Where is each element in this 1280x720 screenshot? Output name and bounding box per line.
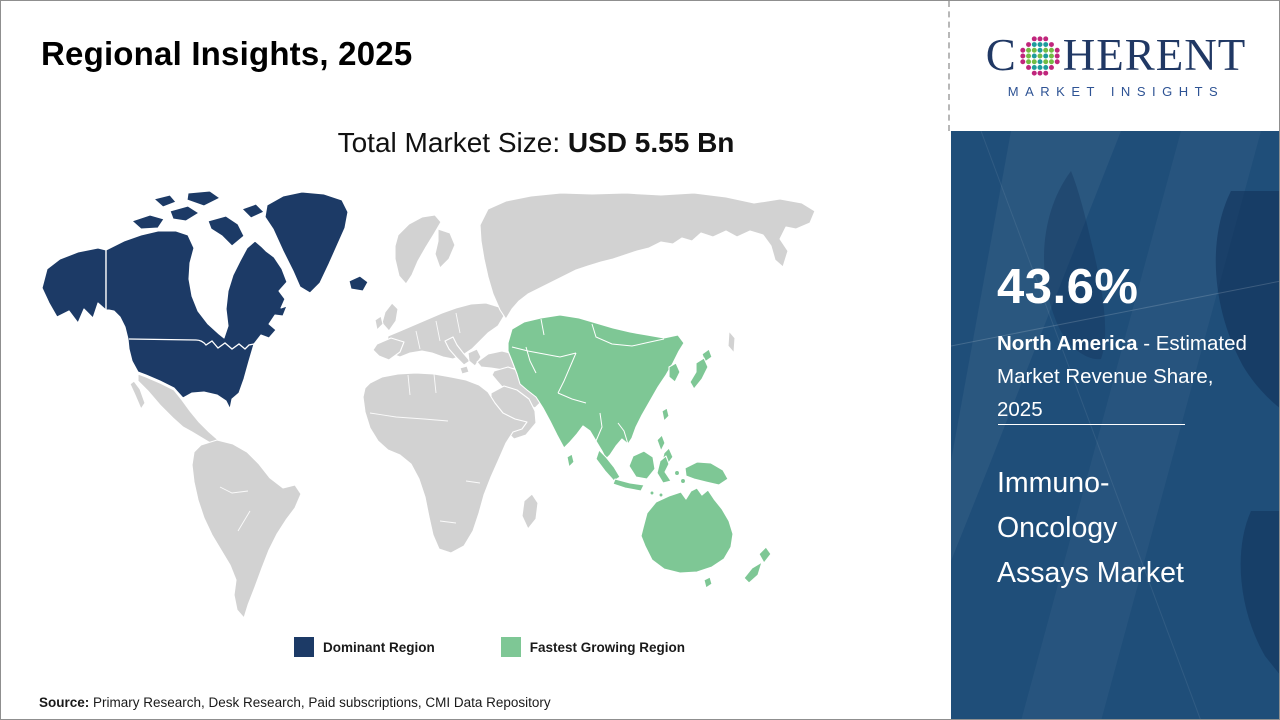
market-name: Immuno- Oncology Assays Market (997, 461, 1184, 596)
source-label: Source: (39, 695, 90, 710)
vertical-dashed-divider (948, 1, 950, 131)
legend-label-fastest-growing: Fastest Growing Region (529, 639, 686, 655)
map-country-borders-apac (511, 318, 665, 445)
market-name-line-3: Assays Market (997, 557, 1184, 589)
source-text: Primary Research, Desk Research, Paid su… (89, 695, 551, 710)
sidebar-panel: 43.6% North America - Estimated Market R… (951, 131, 1279, 719)
legend-item-dominant: Dominant Region (294, 637, 435, 657)
total-market-size-value: USD 5.55 Bn (567, 127, 735, 158)
market-name-line-2: Oncology (997, 512, 1118, 544)
brand-subtitle: MARKET INSIGHTS (1007, 84, 1225, 99)
brand-logo: C (951, 1, 1279, 131)
page-title: Regional Insights, 2025 (41, 35, 413, 72)
legend-item-fastest-growing: Fastest Growing Region (500, 637, 686, 657)
market-share-description: North America - Estimated Market Revenue… (997, 327, 1247, 426)
market-name-line-1: Immuno- (997, 467, 1110, 499)
legend-swatch-fastest-growing (500, 637, 521, 657)
map-country-borders-na (105, 250, 255, 350)
sidebar-map-texture (951, 131, 1279, 719)
market-share-region: North America (997, 332, 1138, 355)
market-share-desc-text: - Estimated Market Revenue Share, 2025 (997, 332, 1247, 421)
total-market-size-label: Total Market Size: (337, 127, 568, 158)
brand-wordmark: C (986, 33, 1247, 78)
brand-word-rest: HERENT (1062, 30, 1247, 80)
total-market-size: Total Market Size: USD 5.55 Bn (116, 127, 956, 159)
sidebar-divider-line (998, 424, 1185, 425)
brand-globe-icon (1020, 35, 1060, 76)
legend-label-dominant: Dominant Region (323, 639, 435, 655)
world-map-svg (41, 190, 816, 619)
map-region-asia-pacific (507, 314, 772, 589)
source-note: Source: Primary Research, Desk Research,… (39, 695, 551, 710)
brand-letter-c: C (985, 30, 1017, 80)
legend-swatch-dominant (294, 637, 314, 657)
map-region-north-america (41, 190, 369, 410)
market-share-value: 43.6% (997, 260, 1139, 314)
map-country-borders-gray (219, 312, 481, 532)
world-map (36, 190, 831, 621)
map-legend: Dominant Region Fastest Growing Region (294, 637, 685, 657)
